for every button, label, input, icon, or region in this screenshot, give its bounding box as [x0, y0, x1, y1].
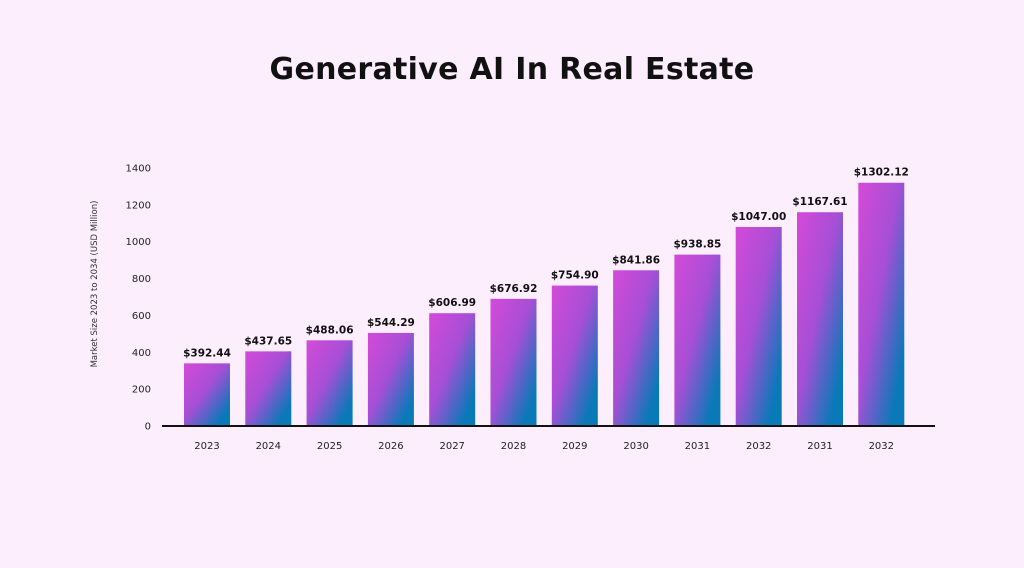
x-tick-label: 2030 — [623, 441, 648, 452]
y-axis-ticks: 0 200 400 600 800 1000 1200 1400 — [126, 164, 151, 433]
y-tick-label: 1000 — [126, 237, 151, 248]
bar — [306, 340, 353, 426]
bar-value-label: $841.86 — [612, 254, 660, 266]
bar-value-label: $1047.00 — [731, 211, 786, 223]
data-labels-group: $392.44 $437.65 $488.06 $544.29 $606.99 $676.… — [183, 167, 909, 360]
y-tick-label: 1400 — [126, 164, 151, 175]
bars-group — [184, 182, 905, 426]
x-tick-label: 2028 — [501, 441, 526, 452]
bar-value-label: $1302.12 — [854, 167, 909, 179]
bar-value-label: $676.92 — [490, 283, 538, 295]
y-tick-label: 0 — [145, 422, 151, 433]
x-tick-label: 2029 — [562, 441, 587, 452]
x-tick-label: 2025 — [317, 441, 342, 452]
bar — [858, 182, 905, 426]
x-tick-label: 2031 — [685, 441, 710, 452]
bar-value-label: $754.90 — [551, 270, 599, 282]
bar — [429, 313, 476, 426]
bar — [613, 270, 660, 426]
bar-value-label: $1167.61 — [792, 196, 847, 208]
bar-value-label: $938.85 — [673, 239, 721, 251]
bar-value-label: $392.44 — [183, 347, 231, 359]
x-tick-label: 2027 — [439, 441, 464, 452]
x-tick-label: 2026 — [378, 441, 403, 452]
chart-title: Generative AI In Real Estate — [269, 52, 755, 87]
y-tick-label: 400 — [132, 348, 151, 359]
y-tick-label: 200 — [132, 385, 151, 396]
bar-value-label: $488.06 — [306, 324, 354, 336]
y-tick-label: 800 — [132, 274, 151, 285]
y-tick-label: 1200 — [126, 200, 151, 211]
x-tick-label: 2024 — [256, 441, 281, 452]
bar — [367, 332, 414, 426]
x-tick-label: 2023 — [194, 441, 219, 452]
bar — [245, 351, 292, 426]
bar — [184, 363, 230, 426]
y-axis-title: Market Size 2023 to 2034 (USD Million) — [90, 201, 100, 368]
x-tick-label: 2032 — [869, 441, 894, 452]
bar-value-label: $606.99 — [428, 297, 476, 309]
x-tick-label: 2031 — [807, 441, 832, 452]
y-tick-label: 600 — [132, 311, 151, 322]
bar — [551, 285, 598, 426]
x-tick-label: 2032 — [746, 441, 771, 452]
bar-value-label: $437.65 — [244, 335, 292, 347]
bar — [797, 212, 843, 426]
bar — [735, 226, 782, 426]
bar — [674, 254, 721, 426]
x-axis-ticks: 2023 2024 2025 2026 2027 2028 2029 2030 2031 2032… — [194, 441, 894, 452]
bar — [490, 298, 537, 426]
bar-value-label: $544.29 — [367, 317, 415, 329]
